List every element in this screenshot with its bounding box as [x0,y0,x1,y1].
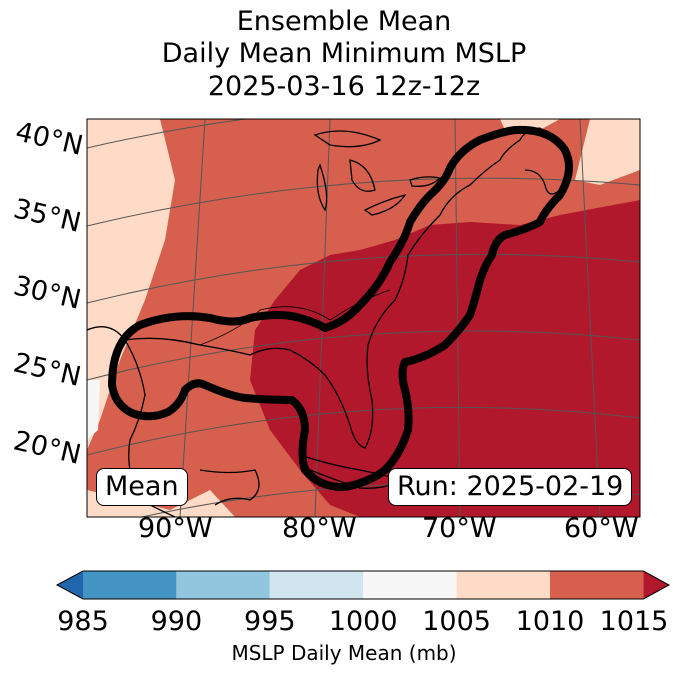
colorbar-segment-985-990 [83,571,177,599]
map-frame [86,118,641,518]
title-line-3: 2025-03-16 12z-12z [207,71,481,102]
colorbar-tick-990: 990 [150,606,203,637]
mslp-field-1005-1010-sw [87,490,235,517]
colorbar-under-arrow [57,571,83,599]
colorbar-tick-995: 995 [244,606,296,637]
mslp-field-1000-1005 [87,380,100,440]
lake-michigan [316,163,328,212]
colorbar-segment-990-995 [176,571,270,599]
colorbar-tick-1015: 1015 [599,606,669,637]
colorbar-tick-985: 985 [57,606,109,637]
colorbar-tick-1005: 1005 [422,606,491,637]
lat-line-25n [87,330,640,381]
colorbar-segment-1000-1005 [363,571,457,599]
mslp-field-1005-1010-west [87,119,175,450]
colorbar-tick-1000: 1000 [328,606,398,637]
lon-label-60w: 60°W [564,513,639,544]
coastline-us-east-gulf [124,127,541,449]
colorbar-segment-1010-1015 [550,571,644,599]
coastline-yucatan [199,469,260,506]
colorbar-label: MSLP Daily Mean (mb) [231,641,457,665]
lon-label-70w: 70°W [422,513,497,544]
map-panel [87,119,640,517]
lake-ontario [409,176,442,187]
lat-line-20n [87,406,640,456]
colorbar-tick-1010: 1010 [515,606,585,637]
lake-superior [313,130,382,148]
lon-label-90w: 90°W [138,513,213,544]
lon-line-70w [454,119,461,517]
mean-label: Mean [96,468,188,506]
mslp-field-1010-1015 [250,200,640,517]
mean-contour [108,125,573,492]
mslp-field-1005-1010-ne [575,119,640,185]
lat-line-40n [87,119,249,149]
lake-erie [363,193,407,216]
colorbar-segment-1005-1010 [456,571,550,599]
colorbar-segment-995-1000 [269,571,364,599]
title-line-2: Daily Mean Minimum MSLP [161,38,527,69]
lon-line-80w [314,119,331,517]
colorbar [55,570,671,600]
lake-huron [349,159,376,192]
colorbar-over-arrow [643,571,669,599]
title-line-1: Ensemble Mean [236,6,452,37]
run-date-label: Run: 2025-02-19 [388,468,633,506]
lon-label-80w: 80°W [282,513,357,544]
lat-line-30n [87,253,640,304]
colorbar-outline [55,570,671,600]
lon-line-60w [579,119,601,517]
lat-line-35n [87,177,640,227]
